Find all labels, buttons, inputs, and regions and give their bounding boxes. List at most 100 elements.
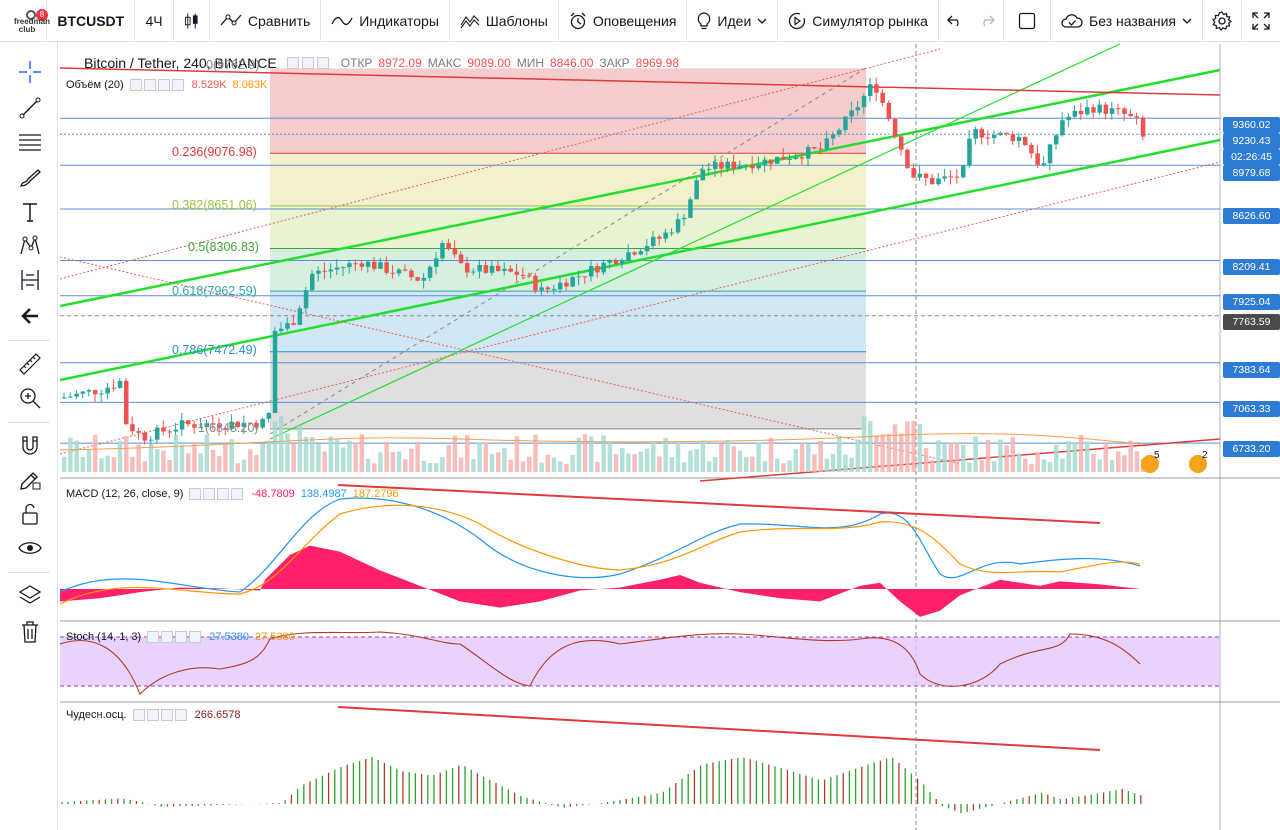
- macd-settings-button[interactable]: [203, 488, 216, 501]
- back-tool[interactable]: [16, 302, 44, 330]
- candle-body: [334, 267, 340, 270]
- notification-badge: 8: [36, 8, 48, 21]
- legend-visibility-button[interactable]: [286, 57, 299, 69]
- fib-tool[interactable]: [16, 128, 44, 156]
- ao-close-button[interactable]: [174, 709, 187, 722]
- magnet-tool[interactable]: [16, 432, 44, 460]
- volume-bar: [446, 445, 451, 472]
- chart-area[interactable]: Bitcoin / Tether, 240, BINANCE ОТКР 8972.…: [60, 44, 1280, 830]
- volume-bar: [527, 456, 532, 472]
- candle-body: [229, 421, 234, 429]
- candle-body: [1140, 117, 1146, 137]
- fullscreen-toggle-button[interactable]: [1004, 0, 1052, 42]
- candle-body: [737, 166, 743, 169]
- volume-bar: [607, 442, 613, 472]
- pattern-tool[interactable]: [16, 232, 44, 260]
- candle-body: [682, 217, 687, 220]
- ideas-button[interactable]: Идеи: [687, 0, 779, 42]
- candle-body: [607, 260, 613, 263]
- volume-close-button[interactable]: [171, 79, 184, 92]
- ao-settings-button[interactable]: [146, 709, 159, 722]
- volume-bar: [111, 457, 117, 472]
- alerts-label: Оповещения: [592, 12, 677, 29]
- stoch-visibility-button[interactable]: [147, 631, 160, 644]
- stay-drawing-tool[interactable]: [16, 466, 44, 494]
- lock-tool[interactable]: [16, 500, 44, 528]
- fib-level-0236-label: 0.236(9076.98): [172, 145, 257, 159]
- object-tree-tool[interactable]: [16, 582, 44, 610]
- legend-more-button[interactable]: [316, 57, 329, 69]
- interval-label: 4Ч: [145, 12, 163, 29]
- ruler-tool[interactable]: [16, 350, 44, 378]
- volume-bar: [266, 440, 272, 472]
- replay-button[interactable]: Симулятор рынка: [778, 0, 939, 42]
- fullscreen-button[interactable]: [1242, 0, 1280, 42]
- chart-style-button[interactable]: [174, 0, 210, 42]
- text-tool[interactable]: [16, 198, 44, 226]
- volume-bar: [855, 439, 861, 472]
- candle-body: [210, 423, 216, 425]
- candle-body: [1054, 135, 1059, 145]
- stoch-settings-button[interactable]: [161, 631, 174, 644]
- candle-body: [477, 265, 482, 272]
- candle-body: [1035, 153, 1040, 165]
- macd-close-button[interactable]: [231, 488, 244, 501]
- macd-line-value: 138.4987: [300, 488, 347, 501]
- candle-body: [353, 263, 358, 265]
- volume-more-button[interactable]: [157, 79, 170, 92]
- layout-save-button[interactable]: Без названия: [1051, 0, 1203, 42]
- volume-bar: [142, 461, 148, 472]
- volume-bar: [861, 416, 867, 472]
- candle-body: [967, 138, 972, 166]
- logo[interactable]: 8 freedman club: [0, 0, 50, 42]
- event-count[interactable]: 2: [1202, 450, 1208, 461]
- candle-body: [762, 159, 768, 165]
- legend-settings-button[interactable]: [301, 57, 314, 69]
- undo-button[interactable]: [939, 0, 971, 42]
- zoom-tool[interactable]: [16, 384, 44, 412]
- volume-bar: [781, 463, 786, 472]
- macd-more-button[interactable]: [217, 488, 230, 501]
- macd-visibility-button[interactable]: [189, 488, 202, 501]
- symbol-search-button[interactable]: BTCUSDT: [47, 0, 136, 42]
- candle-body: [452, 248, 458, 255]
- candle-body: [626, 252, 631, 261]
- trend-line-tool[interactable]: [16, 94, 44, 122]
- compare-icon: [220, 14, 242, 25]
- settings-button[interactable]: [1203, 0, 1242, 42]
- ao-more-button[interactable]: [160, 709, 173, 722]
- ao-visibility-button[interactable]: [132, 709, 145, 722]
- volume-visibility-button[interactable]: [129, 79, 142, 92]
- remove-drawings-tool[interactable]: [16, 618, 44, 646]
- templates-button[interactable]: Шаблоны: [450, 0, 559, 42]
- candle-body: [551, 289, 557, 291]
- alerts-button[interactable]: Оповещения: [559, 0, 688, 42]
- indicators-button[interactable]: Индикаторы: [321, 0, 450, 42]
- candle-body: [818, 148, 823, 150]
- redo-button[interactable]: [971, 0, 1004, 42]
- stoch-more-button[interactable]: [175, 631, 188, 644]
- volume-bar: [198, 453, 203, 472]
- event-count[interactable]: 5: [1154, 450, 1160, 461]
- volume-bar: [1097, 459, 1102, 472]
- stoch-close-button[interactable]: [189, 631, 202, 644]
- visibility-tool[interactable]: [16, 534, 44, 562]
- macd-hist-value: -48.7809: [251, 488, 295, 501]
- crosshair-tool[interactable]: [16, 58, 44, 86]
- volume-settings-button[interactable]: [143, 79, 156, 92]
- interval-button[interactable]: 4Ч: [135, 0, 174, 42]
- volume-bar: [1035, 451, 1040, 472]
- chart-canvas[interactable]: [60, 44, 1280, 830]
- volume-bar: [930, 460, 935, 472]
- compare-button[interactable]: Сравнить: [210, 0, 322, 42]
- prediction-tool[interactable]: [16, 266, 44, 294]
- volume-bar: [1078, 434, 1084, 472]
- fib-zone: [270, 291, 866, 352]
- ao-divergence-line: [337, 706, 1101, 751]
- brush-tool[interactable]: [16, 164, 44, 192]
- candle-body: [415, 277, 420, 281]
- candle-body: [502, 268, 507, 271]
- volume-bar: [328, 436, 334, 472]
- volume-bar: [223, 443, 228, 472]
- candle-body: [235, 421, 241, 427]
